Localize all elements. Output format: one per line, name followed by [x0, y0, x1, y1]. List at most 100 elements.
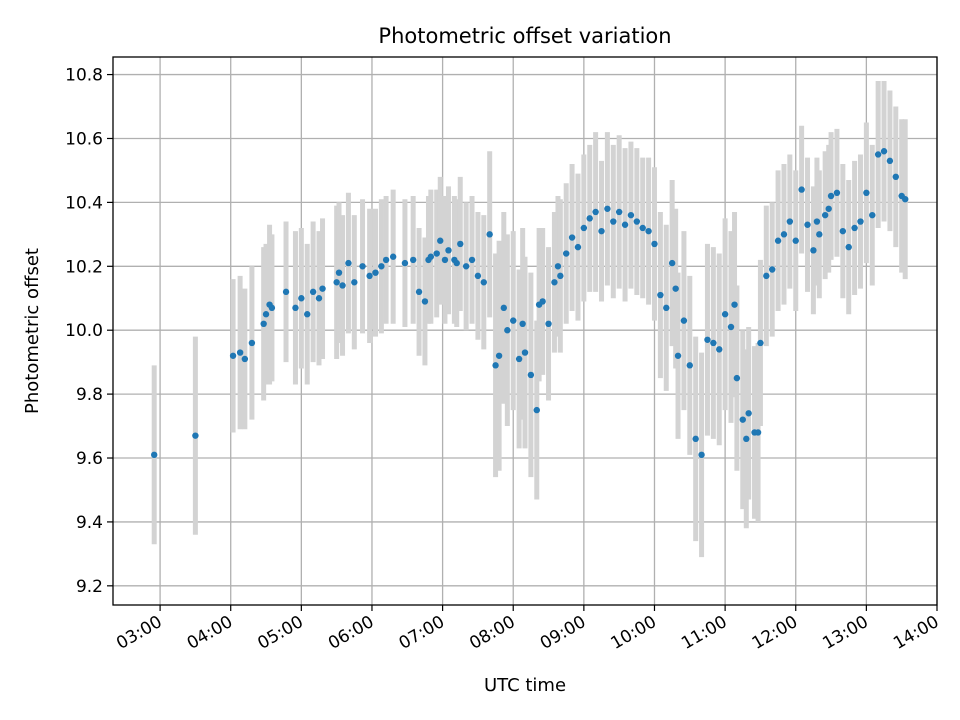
data-point	[504, 327, 511, 334]
data-point	[433, 250, 440, 257]
data-point	[857, 218, 864, 225]
data-point	[151, 451, 158, 459]
data-point	[519, 320, 526, 328]
data-point	[309, 288, 317, 296]
data-point	[378, 263, 385, 270]
data-point	[615, 208, 623, 216]
data-point	[704, 336, 711, 343]
data-point	[268, 304, 276, 312]
data-point	[574, 243, 582, 251]
data-point	[304, 311, 311, 318]
data-point	[663, 304, 670, 312]
data-point	[743, 435, 750, 443]
data-point	[468, 256, 476, 264]
data-point	[241, 355, 249, 363]
data-point	[639, 224, 646, 232]
data-point	[359, 263, 366, 270]
data-point	[592, 208, 599, 216]
data-point	[869, 211, 876, 219]
data-point	[757, 339, 764, 347]
data-point	[539, 298, 546, 305]
data-point	[610, 218, 617, 225]
data-point	[533, 406, 540, 414]
data-point	[298, 295, 305, 302]
data-point	[345, 259, 352, 267]
data-point	[515, 355, 523, 363]
data-point	[474, 272, 482, 280]
data-point	[798, 186, 805, 193]
data-point	[598, 227, 605, 235]
data-point	[739, 416, 746, 423]
data-point	[880, 148, 888, 155]
data-point	[500, 304, 508, 312]
data-point	[486, 231, 493, 238]
data-point	[333, 279, 340, 286]
data-point	[892, 173, 899, 181]
data-point	[372, 269, 379, 276]
data-point	[627, 211, 635, 219]
data-point	[382, 256, 390, 264]
data-point	[763, 272, 770, 280]
data-point	[810, 247, 817, 254]
data-point	[401, 259, 409, 267]
data-point	[674, 352, 682, 359]
data-point	[780, 231, 788, 238]
data-point	[813, 218, 821, 225]
y-tick-label: 9.6	[76, 449, 103, 469]
data-point	[527, 371, 535, 379]
data-point	[804, 221, 811, 228]
data-point	[686, 362, 693, 369]
data-point	[445, 247, 452, 254]
data-point	[902, 195, 909, 203]
data-point	[845, 243, 852, 251]
data-point	[568, 234, 576, 241]
data-point	[698, 451, 705, 459]
data-point	[457, 240, 464, 248]
data-point	[480, 279, 487, 286]
data-point	[292, 304, 299, 312]
data-point	[453, 259, 460, 267]
data-point	[319, 285, 326, 292]
data-point	[282, 288, 290, 296]
data-point	[415, 288, 423, 296]
data-point	[863, 189, 870, 197]
data-point	[229, 352, 237, 359]
data-point	[427, 253, 435, 260]
y-axis-label: Photometric offset	[22, 248, 43, 414]
data-point	[816, 231, 823, 238]
data-point	[492, 362, 499, 369]
data-point	[437, 237, 444, 244]
data-point	[441, 256, 449, 264]
y-tick-label: 10.0	[65, 321, 103, 341]
data-point	[733, 374, 741, 382]
data-point	[827, 192, 835, 200]
data-point	[851, 224, 858, 232]
data-point	[315, 295, 323, 302]
data-point	[389, 253, 397, 260]
data-point	[633, 218, 641, 225]
data-point	[409, 256, 417, 264]
data-point	[521, 349, 529, 356]
data-point	[604, 205, 611, 212]
data-point	[668, 259, 676, 267]
data-point	[510, 317, 517, 324]
data-point	[672, 285, 679, 292]
y-tick-label: 9.2	[76, 577, 103, 597]
data-point	[825, 205, 832, 212]
data-point	[710, 339, 717, 347]
data-point	[366, 272, 373, 280]
data-point	[621, 221, 629, 228]
y-tick-label: 10.2	[65, 257, 103, 277]
data-point	[248, 339, 256, 347]
data-point	[731, 301, 738, 308]
y-tick-label: 10.8	[65, 66, 103, 86]
data-point	[545, 320, 552, 328]
data-point	[586, 215, 593, 222]
data-point	[769, 266, 776, 273]
data-point	[821, 211, 829, 219]
data-point	[260, 320, 267, 328]
data-point	[657, 291, 664, 299]
data-point	[563, 250, 570, 257]
